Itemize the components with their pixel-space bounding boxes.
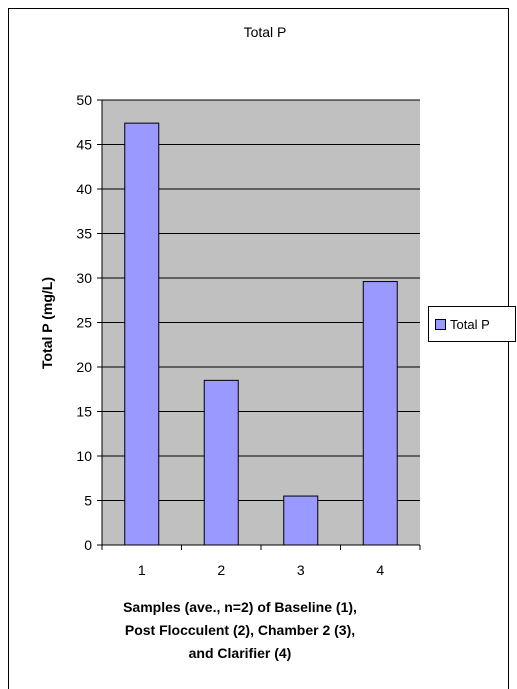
x-tick-labels: 1 2 3 4 xyxy=(138,562,385,578)
bar xyxy=(124,122,160,546)
bars xyxy=(124,122,398,546)
x-axis-label: Samples (ave., n=2) of Baseline (1), Pos… xyxy=(60,596,420,665)
x-axis-label-line-1: Samples (ave., n=2) of Baseline (1), xyxy=(123,599,357,615)
chart-title: Total P xyxy=(244,24,287,40)
legend-swatch xyxy=(435,318,446,330)
y-tick-label: 45 xyxy=(76,137,92,153)
y-tick-label: 35 xyxy=(76,226,92,242)
x-axis-label-line-3: and Clarifier (4) xyxy=(188,645,292,661)
x-tick-label: 4 xyxy=(376,562,384,578)
x-tick-label: 1 xyxy=(138,562,146,578)
y-tick-labels: 0 5 10 15 20 25 30 35 40 45 50 xyxy=(76,92,92,553)
y-tick-label: 0 xyxy=(84,537,92,553)
bar xyxy=(283,495,319,546)
y-tick-label: 30 xyxy=(76,270,92,286)
y-tick-label: 50 xyxy=(76,92,92,108)
bar xyxy=(362,281,398,546)
y-tick-label: 20 xyxy=(76,359,92,375)
y-tick-label: 10 xyxy=(76,448,92,464)
x-tick-label: 2 xyxy=(217,562,225,578)
x-axis-label-line-2: Post Flocculent (2), Chamber 2 (3), xyxy=(124,622,356,638)
legend-label: Total P xyxy=(450,316,490,332)
y-tick-label: 25 xyxy=(76,315,92,331)
y-axis-label: Total P (mg/L) xyxy=(39,277,55,369)
bar xyxy=(203,379,239,546)
x-tick-label: 3 xyxy=(297,562,305,578)
y-tick-label: 5 xyxy=(84,493,92,509)
y-tick-label: 15 xyxy=(76,404,92,420)
y-tick-label: 40 xyxy=(76,181,92,197)
axes xyxy=(97,99,421,550)
legend: Total P xyxy=(428,306,516,342)
